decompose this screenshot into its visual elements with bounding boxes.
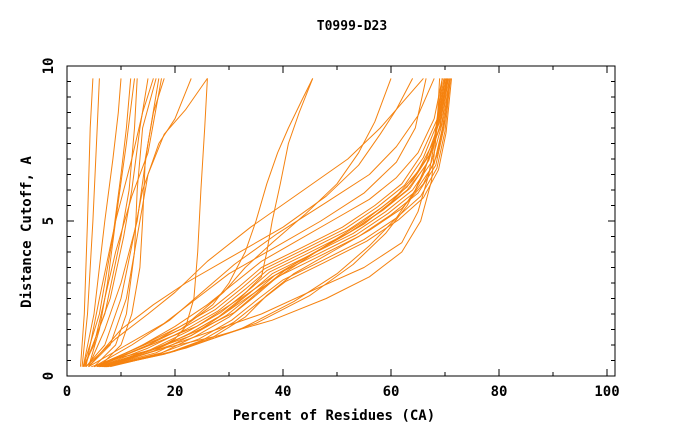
x-tick-label: 100 bbox=[594, 384, 619, 400]
x-tick-label: 20 bbox=[167, 384, 184, 400]
series-line-m29 bbox=[98, 78, 446, 368]
series-line-m27 bbox=[102, 78, 450, 368]
x-tick-label: 40 bbox=[275, 384, 292, 400]
x-tick-label: 0 bbox=[63, 384, 71, 400]
series-line-m15 bbox=[91, 78, 208, 368]
series-line-m02 bbox=[81, 78, 100, 367]
series-line-m20 bbox=[85, 78, 424, 368]
y-axis-label: Distance Cutoff, A bbox=[19, 156, 35, 308]
y-tick-labels: 0 5 10 bbox=[41, 58, 57, 381]
y-tick-label: 0 bbox=[41, 372, 57, 380]
series-line-m31 bbox=[104, 78, 451, 368]
series-line-m24 bbox=[99, 78, 447, 368]
x-axis-label: Percent of Residues (CA) bbox=[233, 408, 435, 424]
series-line-m34 bbox=[107, 78, 450, 368]
series-line-m04 bbox=[82, 78, 132, 367]
series-line-m25 bbox=[100, 78, 448, 368]
series-line-m07 bbox=[85, 78, 154, 367]
x-tick-label: 80 bbox=[491, 384, 508, 400]
series-line-m11 bbox=[88, 78, 135, 367]
series-line-m13 bbox=[85, 78, 192, 368]
series-line-m21 bbox=[99, 78, 443, 368]
series-line-m28 bbox=[103, 78, 451, 368]
series-line-m35 bbox=[93, 78, 443, 368]
x-tick-label: 60 bbox=[383, 384, 400, 400]
series-line-m09 bbox=[93, 78, 157, 368]
series-line-m14 bbox=[88, 78, 208, 368]
series-line-m38 bbox=[110, 78, 443, 368]
series-line-m39 bbox=[88, 78, 427, 368]
series-line-m12 bbox=[82, 78, 162, 367]
series-line-m01 bbox=[80, 78, 94, 367]
series-layer bbox=[80, 78, 452, 368]
series-line-m10 bbox=[99, 78, 165, 368]
series-line-m03 bbox=[82, 78, 122, 367]
x-tick-labels: 0 20 40 60 80 100 bbox=[63, 384, 620, 400]
series-line-m32 bbox=[105, 78, 452, 368]
series-line-m30 bbox=[96, 78, 445, 368]
series-line-m40 bbox=[93, 78, 435, 368]
y-tick-label: 10 bbox=[41, 58, 57, 75]
y-tick-label: 5 bbox=[41, 217, 57, 225]
ticks-layer bbox=[66, 65, 615, 377]
plot-frame bbox=[66, 65, 616, 377]
chart-title: T0999-D23 bbox=[317, 19, 387, 34]
series-line-m19 bbox=[88, 78, 414, 368]
